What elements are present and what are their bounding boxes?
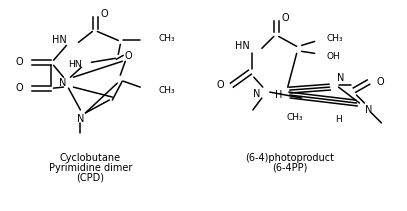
Text: O: O xyxy=(282,13,289,23)
Text: OH: OH xyxy=(326,52,340,61)
Text: CH₃: CH₃ xyxy=(158,34,175,43)
Text: N: N xyxy=(59,78,66,88)
Text: Pyrimidine dimer: Pyrimidine dimer xyxy=(49,163,132,173)
Text: O: O xyxy=(216,80,224,90)
Text: O: O xyxy=(376,77,384,87)
Text: O: O xyxy=(16,83,24,93)
Text: HN: HN xyxy=(68,60,81,69)
Text: N: N xyxy=(365,105,373,115)
Text: Cyclobutane: Cyclobutane xyxy=(60,153,121,163)
Text: N: N xyxy=(337,73,344,83)
Text: N: N xyxy=(77,114,84,124)
Text: HN: HN xyxy=(235,41,250,51)
Text: CH₃: CH₃ xyxy=(287,114,303,122)
Text: N: N xyxy=(254,89,261,99)
Text: O: O xyxy=(101,9,108,19)
Text: H: H xyxy=(276,90,283,100)
Text: (6-4)photoproduct: (6-4)photoproduct xyxy=(245,153,334,163)
Text: (CPD): (CPD) xyxy=(77,173,104,183)
Text: O: O xyxy=(124,51,132,61)
Text: CH₃: CH₃ xyxy=(326,34,343,43)
Text: HN: HN xyxy=(52,35,66,45)
Text: CH₃: CH₃ xyxy=(158,86,175,95)
Text: (6-4PP): (6-4PP) xyxy=(272,163,307,173)
Text: H: H xyxy=(335,115,342,124)
Text: O: O xyxy=(16,57,24,67)
